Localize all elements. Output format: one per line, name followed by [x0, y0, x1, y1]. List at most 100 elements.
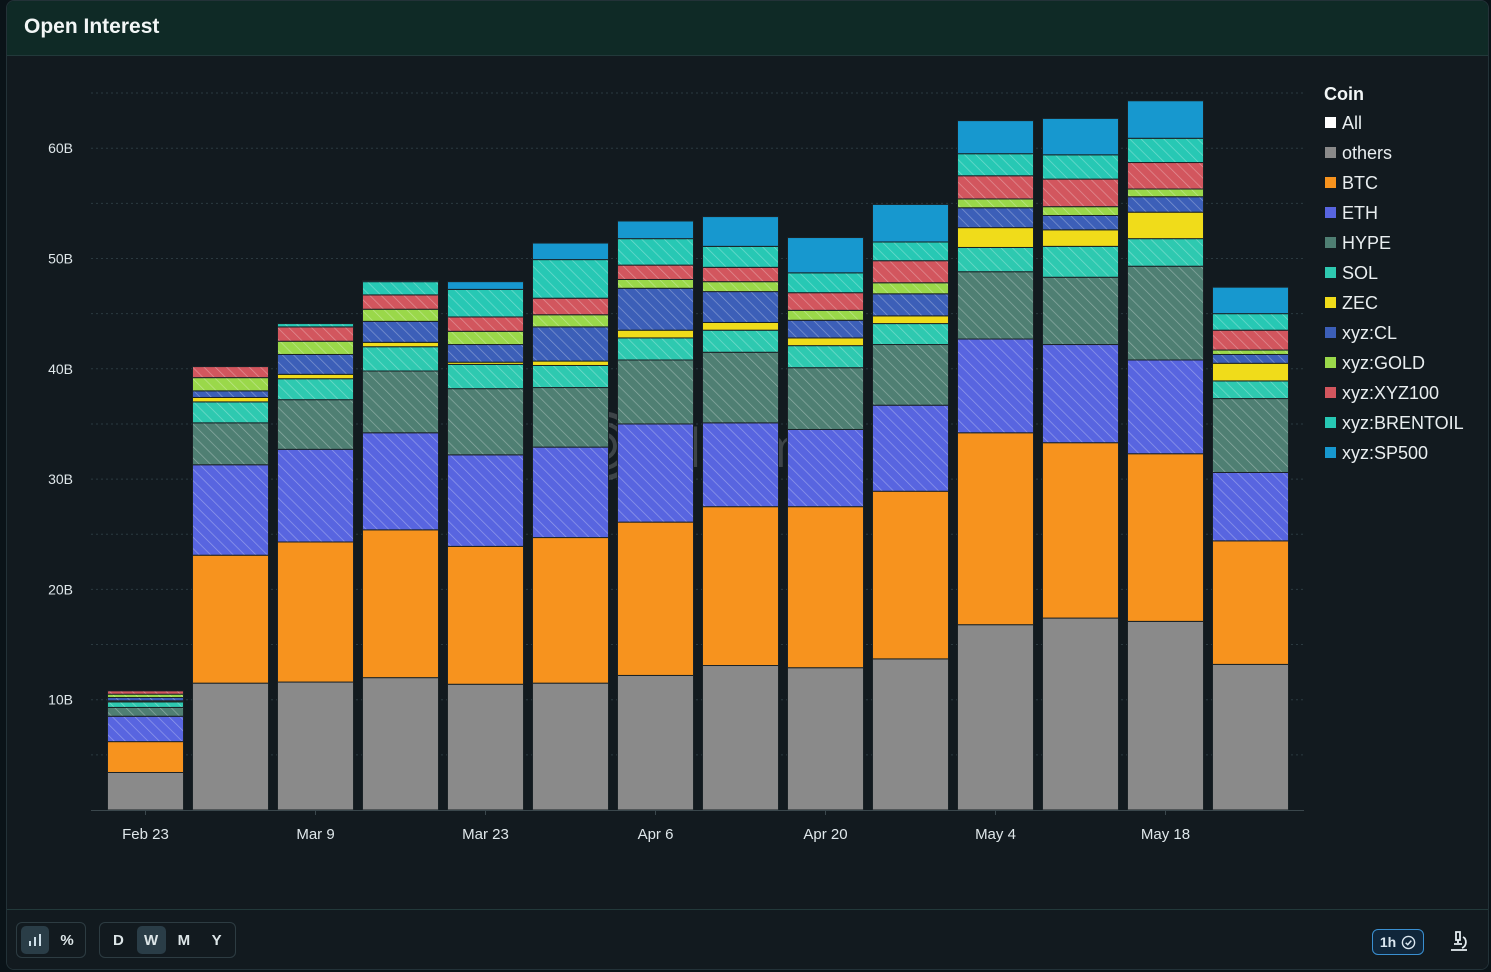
bar-segment-xyz-brentoil[interactable] — [957, 153, 1034, 177]
legend-item-xyz-cl[interactable]: xyz:CL — [1325, 323, 1397, 343]
bar-segment-xyz-xyz100[interactable] — [617, 264, 694, 280]
legend-item-xyz-sp500[interactable]: xyz:SP500 — [1325, 443, 1428, 463]
bar-segment-zec[interactable] — [362, 341, 439, 348]
bar-segment-sol[interactable] — [702, 329, 779, 353]
bar-apr-20[interactable] — [787, 237, 864, 811]
bar-mar-23[interactable] — [447, 281, 524, 811]
period-day-button[interactable]: D — [112, 931, 124, 949]
bar-segment-hype[interactable] — [447, 388, 524, 456]
bar-segment-xyz-sp500[interactable] — [532, 242, 609, 261]
bar-segment-xyz-cl[interactable] — [1212, 353, 1289, 364]
bar-segment-others[interactable] — [1127, 620, 1204, 811]
bar-segment-xyz-cl[interactable] — [192, 390, 269, 398]
bar-segment-sol[interactable] — [1042, 245, 1119, 278]
bar-segment-xyz-cl[interactable] — [447, 344, 524, 363]
bar-segment-xyz-xyz100[interactable] — [787, 292, 864, 311]
bar-segment-xyz-cl[interactable] — [362, 320, 439, 343]
bar-segment-xyz-xyz100[interactable] — [1212, 329, 1289, 351]
bar-segment-sol[interactable] — [532, 364, 609, 389]
bar-segment-others[interactable] — [1212, 663, 1289, 811]
bar-segment-zec[interactable] — [532, 360, 609, 366]
bar-segment-zec[interactable] — [702, 321, 779, 331]
bar-segment-xyz-gold[interactable] — [787, 309, 864, 321]
bar-segment-xyz-xyz100[interactable] — [447, 316, 524, 332]
bar-segment-others[interactable] — [447, 683, 524, 811]
bar-segment-hype[interactable] — [1042, 276, 1119, 346]
legend-item-btc[interactable]: BTC — [1325, 173, 1378, 193]
bar-segment-xyz-sp500[interactable] — [362, 280, 439, 283]
bar-segment-eth[interactable] — [1042, 344, 1119, 444]
legend-item-others[interactable]: others — [1325, 143, 1392, 163]
bar-segment-others[interactable] — [617, 674, 694, 811]
bar-segment-sol[interactable] — [787, 345, 864, 369]
bar-segment-eth[interactable] — [872, 404, 949, 492]
bar-segment-zec[interactable] — [192, 396, 269, 403]
bar-segment-others[interactable] — [872, 658, 949, 811]
bar-segment-xyz-xyz100[interactable] — [192, 366, 269, 379]
bar-segment-xyz-brentoil[interactable] — [447, 288, 524, 318]
bar-segment-btc[interactable] — [532, 537, 609, 684]
bar-segment-others[interactable] — [277, 681, 354, 811]
bar-segment-hype[interactable] — [1212, 398, 1289, 473]
bar-segment-eth[interactable] — [1127, 359, 1204, 455]
bar-segment-xyz-xyz100[interactable] — [1127, 162, 1204, 190]
bar-may-11[interactable] — [1042, 117, 1119, 811]
bar-segment-hype[interactable] — [617, 359, 694, 425]
bar-segment-xyz-sp500[interactable] — [702, 216, 779, 247]
bar-chart-view-button[interactable] — [21, 926, 49, 954]
bar-segment-xyz-cl[interactable] — [1127, 196, 1204, 213]
bar-may-18[interactable] — [1127, 100, 1204, 811]
bar-mar-9[interactable] — [277, 323, 354, 811]
period-year-button[interactable]: Y — [211, 931, 222, 949]
bar-segment-sol[interactable] — [362, 346, 439, 372]
period-month-button[interactable]: M — [177, 931, 191, 949]
bar-segment-others[interactable] — [957, 624, 1034, 811]
bar-segment-xyz-sp500[interactable] — [1042, 117, 1119, 156]
bar-segment-hype[interactable] — [532, 387, 609, 448]
bar-segment-xyz-xyz100[interactable] — [702, 266, 779, 283]
bar-segment-hype[interactable] — [957, 271, 1034, 340]
bar-segment-zec[interactable] — [957, 227, 1034, 248]
bar-segment-zec[interactable] — [1127, 211, 1204, 240]
bar-segment-xyz-sp500[interactable] — [447, 281, 524, 290]
bar-segment-btc[interactable] — [1127, 453, 1204, 622]
bar-segment-xyz-sp500[interactable] — [1127, 100, 1204, 139]
bar-segment-hype[interactable] — [192, 422, 269, 466]
bar-segment-others[interactable] — [787, 667, 864, 811]
bar-mar-30[interactable] — [532, 242, 609, 811]
bar-segment-xyz-cl[interactable] — [787, 319, 864, 339]
bar-segment-xyz-cl[interactable] — [872, 293, 949, 317]
bar-segment-xyz-gold[interactable] — [702, 281, 779, 293]
bar-segment-eth[interactable] — [957, 338, 1034, 434]
bar-segment-others[interactable] — [1042, 617, 1119, 811]
bar-segment-hype[interactable] — [277, 399, 354, 450]
bar-segment-btc[interactable] — [702, 506, 779, 667]
bar-mar-2[interactable] — [192, 366, 269, 811]
period-week-button[interactable]: W — [136, 926, 166, 954]
legend-item-hype[interactable]: HYPE — [1325, 233, 1391, 253]
percent-view-button[interactable]: % — [53, 926, 81, 954]
bar-segment-xyz-brentoil[interactable] — [1042, 154, 1119, 180]
bar-segment-xyz-brentoil[interactable] — [532, 259, 609, 299]
bar-segment-eth[interactable] — [447, 454, 524, 547]
bar-segment-xyz-gold[interactable] — [192, 377, 269, 392]
bar-segment-xyz-cl[interactable] — [1042, 214, 1119, 231]
bar-segment-hype[interactable] — [1127, 265, 1204, 361]
bar-segment-xyz-xyz100[interactable] — [872, 260, 949, 284]
bar-segment-zec[interactable] — [787, 337, 864, 347]
bar-apr-13[interactable] — [702, 216, 779, 811]
bar-segment-xyz-xyz100[interactable] — [1042, 178, 1119, 208]
bar-segment-btc[interactable] — [447, 545, 524, 685]
bar-segment-others[interactable] — [192, 682, 269, 811]
bar-segment-others[interactable] — [532, 682, 609, 811]
bar-may-4[interactable] — [957, 120, 1034, 811]
bar-mar-16[interactable] — [362, 280, 439, 811]
bar-segment-eth[interactable] — [362, 432, 439, 531]
bar-segment-xyz-cl[interactable] — [957, 207, 1034, 229]
bar-segment-xyz-gold[interactable] — [1127, 188, 1204, 198]
bar-segment-zec[interactable] — [617, 329, 694, 339]
bar-segment-xyz-brentoil[interactable] — [1212, 313, 1289, 331]
bar-segment-others[interactable] — [702, 665, 779, 811]
bar-segment-sol[interactable] — [447, 363, 524, 390]
bar-segment-xyz-cl[interactable] — [702, 291, 779, 323]
